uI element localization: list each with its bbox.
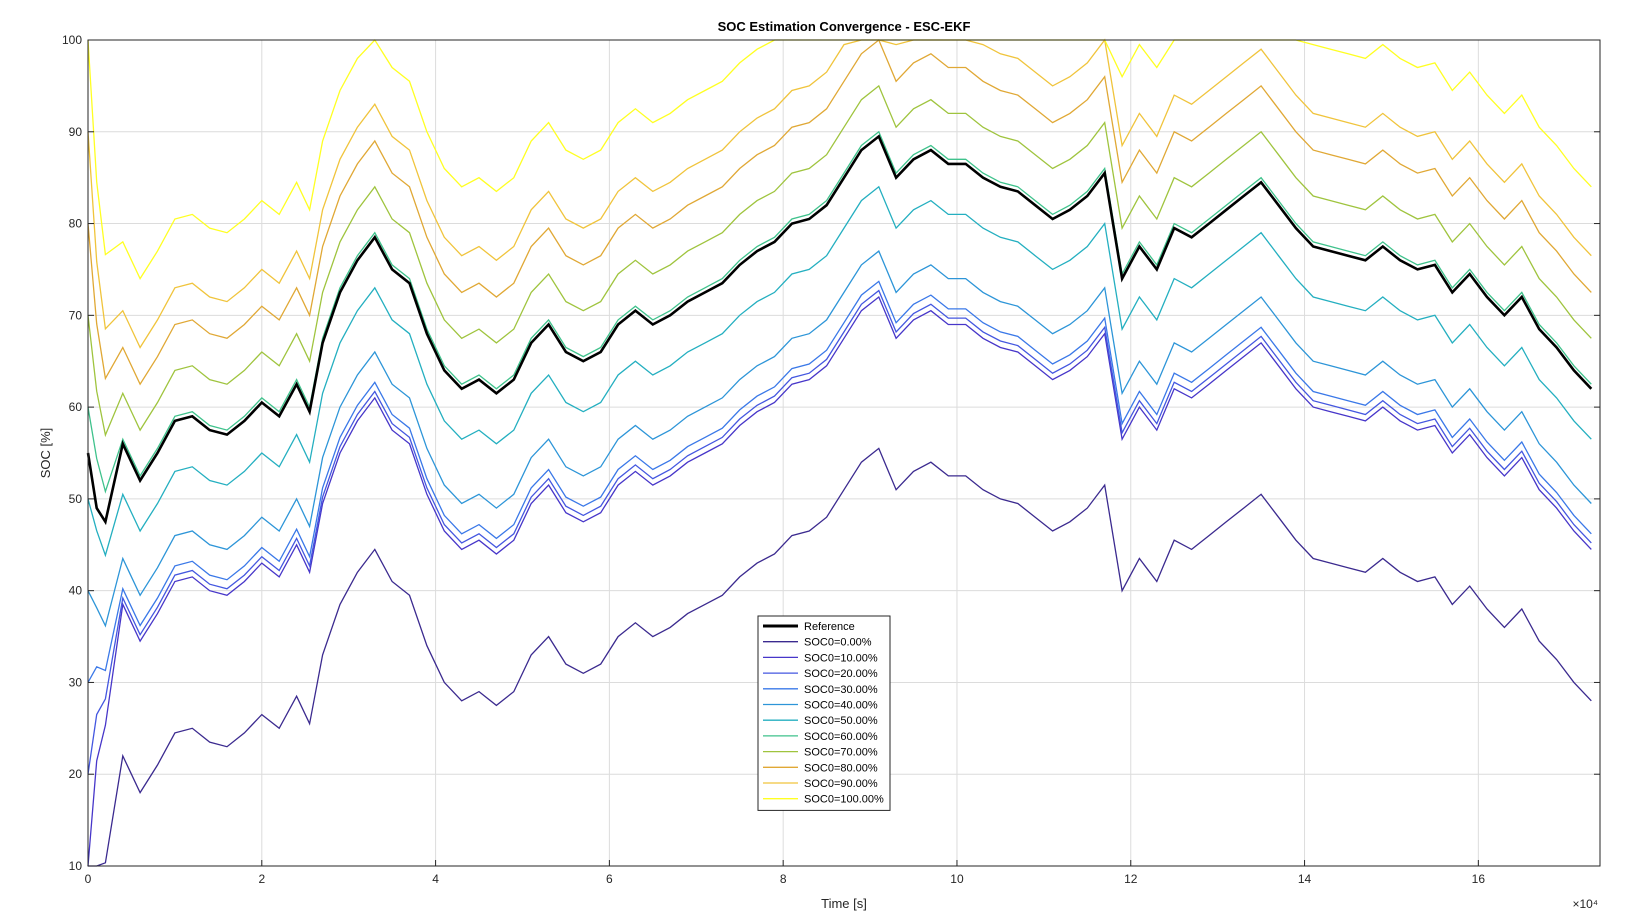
x-tick-label: 16 bbox=[1472, 872, 1486, 886]
x-tick-label: 4 bbox=[432, 872, 439, 886]
x-tick-label: 0 bbox=[85, 872, 92, 886]
y-tick-label: 70 bbox=[69, 308, 83, 322]
legend-entry-label: Reference bbox=[804, 621, 855, 633]
x-axis-label: Time [s] bbox=[821, 896, 867, 911]
legend-entry-label: SOC0=60.00% bbox=[804, 731, 878, 743]
series-line-soc0-20 bbox=[87, 289, 1592, 775]
series-line-soc0-80 bbox=[87, 38, 1592, 386]
series-line-soc0-70 bbox=[87, 84, 1592, 438]
y-tick-label: 10 bbox=[69, 859, 83, 873]
legend-entry-label: SOC0=0.00% bbox=[804, 637, 872, 649]
y-tick-label: 90 bbox=[69, 125, 83, 139]
y-tick-label: 40 bbox=[69, 584, 83, 598]
series-line-soc0-40 bbox=[87, 250, 1592, 628]
x-tick-label: 6 bbox=[606, 872, 613, 886]
y-tick-label: 50 bbox=[69, 492, 83, 506]
legend-entry-label: SOC0=70.00% bbox=[804, 747, 878, 759]
legend-box bbox=[757, 615, 891, 811]
series-layer bbox=[86, 38, 1593, 867]
legend-entry-label: SOC0=10.00% bbox=[804, 652, 878, 664]
legend-entry-label: SOC0=90.00% bbox=[804, 778, 878, 790]
legend-entry-label: SOC0=20.00% bbox=[804, 668, 878, 680]
series-line-reference bbox=[86, 134, 1593, 526]
legend-entry-label: SOC0=40.00% bbox=[804, 700, 878, 712]
y-axis-label: SOC [%] bbox=[38, 428, 53, 479]
y-tick-label: 20 bbox=[69, 767, 83, 781]
x-tick-label: 8 bbox=[780, 872, 787, 886]
y-tick-label: 100 bbox=[62, 33, 82, 47]
x-tick-label: 2 bbox=[258, 872, 265, 886]
series-line-soc0-0 bbox=[88, 447, 1592, 867]
x-tick-label: 14 bbox=[1298, 872, 1312, 886]
chart-title: SOC Estimation Convergence - ESC-EKF bbox=[718, 19, 971, 34]
legend-entry-label: SOC0=50.00% bbox=[804, 715, 878, 727]
y-tick-label: 80 bbox=[69, 217, 83, 231]
legend-entry-label: SOC0=30.00% bbox=[804, 684, 878, 696]
axis-ticks: 0 2 4 6 8 10 12 14 16 10 20 30 40 50 60 70 80 90 100 bbox=[62, 33, 1600, 886]
series-line-soc0-10 bbox=[87, 295, 1592, 867]
series-line-soc0-90 bbox=[87, 38, 1592, 349]
plot-frame bbox=[87, 39, 1601, 867]
y-tick-label: 30 bbox=[69, 675, 83, 689]
legend: Reference SOC0=0.00% SOC0=10.00% SOC0=20.00… bbox=[757, 615, 891, 811]
series-line-soc0-30 bbox=[87, 280, 1592, 683]
series-line-soc0-50 bbox=[87, 185, 1592, 558]
x-exponent-label: ×10⁴ bbox=[1572, 897, 1598, 911]
y-tick-label: 60 bbox=[69, 400, 83, 414]
legend-entry-label: SOC0=80.00% bbox=[804, 762, 878, 774]
x-tick-label: 12 bbox=[1124, 872, 1138, 886]
legend-entry-label: SOC0=100.00% bbox=[804, 794, 884, 806]
x-tick-label: 10 bbox=[950, 872, 964, 886]
